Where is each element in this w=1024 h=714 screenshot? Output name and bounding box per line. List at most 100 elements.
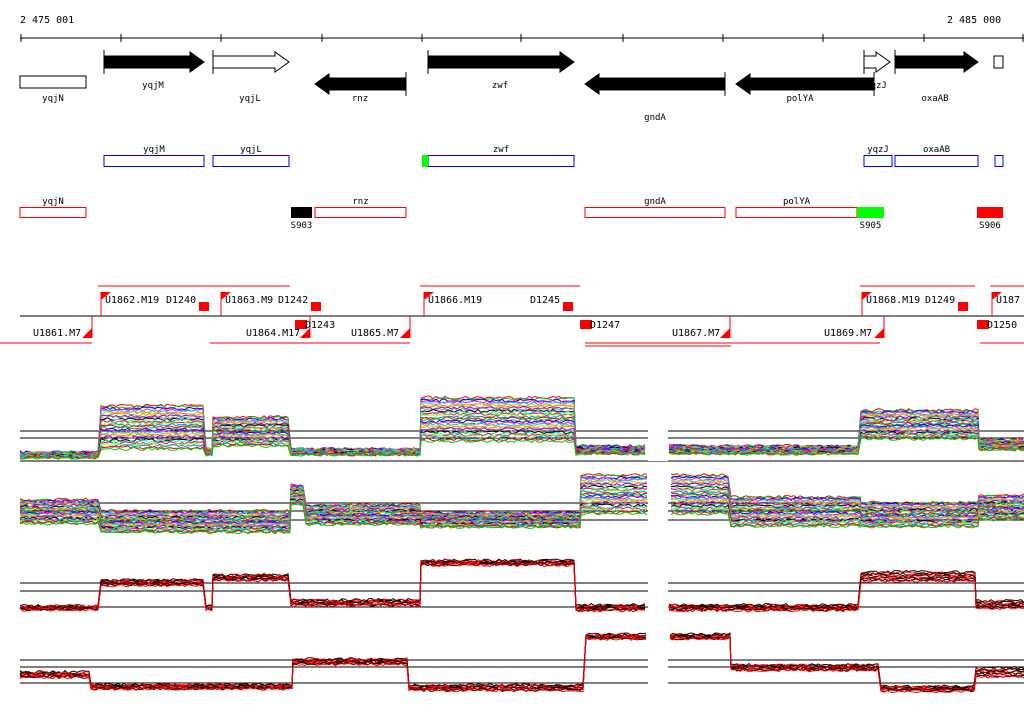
expression-profile-line: [19, 562, 1024, 612]
transcript-box: [314, 207, 407, 218]
upstream-label: U1866.M19: [428, 295, 482, 306]
upstream-block: [311, 302, 321, 311]
flag-icon: [720, 328, 730, 338]
flag-icon: [400, 328, 410, 338]
upstream-label: D1249: [925, 295, 955, 306]
gene-zwf: zwf: [427, 50, 575, 91]
flag-icon: [862, 292, 872, 300]
transcript-label: polYA: [783, 197, 811, 207]
segment-label: S906: [979, 221, 1001, 231]
upstream-label: U1867.M7: [672, 328, 720, 339]
coordinate-ruler: 2 475 001 2 485 000: [20, 15, 1024, 42]
expression-profile-line: [19, 561, 1024, 611]
expression-profile-line: [19, 436, 1024, 460]
transcript-label: yqzJ: [867, 145, 889, 155]
upstream-block: [295, 320, 307, 329]
upstream-label: D1245: [530, 295, 560, 306]
profile-gap: [648, 640, 668, 690]
gene-arrow: [314, 73, 407, 95]
expression-profile-line: [19, 502, 1024, 535]
transcript-label: yqjM: [143, 145, 165, 155]
expression-profile-line: [19, 634, 1024, 691]
flag-icon: [221, 292, 231, 300]
expression-profile-panel: [19, 632, 1024, 694]
flag-icon: [992, 292, 1002, 300]
segment-label: S905: [860, 221, 882, 231]
gene-box: [19, 75, 87, 89]
gene-label: rnz: [352, 94, 368, 104]
ruler-end-label: 2 485 000: [947, 15, 1001, 26]
profile-gap: [648, 483, 668, 533]
upstream-label: D1247: [590, 320, 620, 331]
expression-profile-line: [19, 562, 1024, 613]
minus-strand-transcript-track: yqjN rnz gndA polYA S903 S905 S906: [19, 197, 1003, 231]
transcript-box: [103, 155, 205, 167]
transcript-label: zwf: [493, 145, 509, 155]
transcript-box: [994, 155, 1004, 167]
segment-marker: [977, 207, 1003, 218]
transcript-label: yqjN: [42, 197, 64, 207]
gene-label: yqjN: [42, 94, 64, 104]
gene-arrow: [427, 51, 575, 73]
transcript-box: [584, 207, 726, 218]
upstream-label: U1868.M19: [866, 295, 920, 306]
upstream-label: U1864.M17: [246, 328, 300, 339]
flag-icon: [82, 328, 92, 338]
gene-label: gndA: [644, 113, 666, 123]
partial-gene-box: [993, 55, 1004, 69]
gene-yqjN: yqjN: [19, 75, 87, 104]
profile-gap: [648, 563, 668, 613]
gene-arrow: [863, 51, 891, 73]
upstream-label: U1862.M19: [105, 295, 159, 306]
transcript-box: [427, 155, 575, 167]
upstream-block: [977, 320, 989, 329]
expression-profile-line: [19, 633, 1024, 690]
transcript-box: [894, 155, 979, 167]
upstream-label: U187: [996, 295, 1020, 306]
gene-rnz: rnz: [314, 72, 407, 104]
expression-profile-tracks: [19, 395, 1024, 694]
segment-marker: [857, 207, 884, 218]
gene-yqjL: yqjL: [212, 50, 290, 104]
gene-oxaAB: oxaAB: [894, 50, 979, 104]
upstream-label: D1240: [166, 295, 196, 306]
gene-gndA: gndA: [584, 72, 726, 123]
upstream-label: D1242: [278, 295, 308, 306]
segment-marker: [291, 207, 312, 218]
upstream-label: U1869.M7: [824, 328, 872, 339]
expression-profile-panel: [19, 558, 1024, 613]
upstream-block: [563, 302, 573, 311]
transcript-label: gndA: [644, 197, 666, 207]
gene-arrow: [735, 73, 875, 95]
gene-yqjM: yqjM: [103, 50, 205, 91]
expression-profile-panel: [19, 395, 1024, 462]
upstream-block: [199, 302, 209, 311]
flag-icon: [101, 292, 111, 300]
expression-profile-line: [19, 562, 1024, 612]
plus-strand-transcript-track: yqjM yqjL zwf yqzJ oxaAB: [103, 145, 1004, 167]
expression-profile-line: [19, 636, 1024, 694]
transcript-label: oxaAB: [923, 145, 950, 155]
gene-annotation-track: yqjN yqjM yqjL rnz zwf gndA polYA yqzJ oxaAB: [19, 50, 1004, 123]
expression-profile-line: [19, 633, 1024, 690]
upstream-element-track: U1862.M19 D1240 U1863.M9 D1242 U1866.M19 D124…: [0, 285, 1024, 347]
profile-gap: [648, 411, 668, 461]
segment-label: S903: [291, 221, 313, 231]
expression-profile-line: [19, 634, 1024, 691]
upstream-label: U1865.M7: [351, 328, 399, 339]
gene-yqzJ: yqzJ: [863, 50, 891, 91]
transcript-box: [212, 155, 290, 167]
gene-label: yqjL: [239, 94, 261, 104]
gene-arrow: [103, 51, 205, 73]
upstream-label: U1861.M7: [33, 328, 81, 339]
gene-label: zwf: [492, 81, 508, 91]
flag-icon: [874, 328, 884, 338]
upstream-block: [580, 320, 592, 329]
upstream-label: U1863.M9: [225, 295, 273, 306]
upstream-block: [958, 302, 968, 311]
gene-arrow: [894, 51, 979, 73]
gene-label: yqjM: [142, 81, 164, 91]
start-marker: [422, 155, 428, 167]
expression-profile-panel: [19, 473, 1024, 535]
